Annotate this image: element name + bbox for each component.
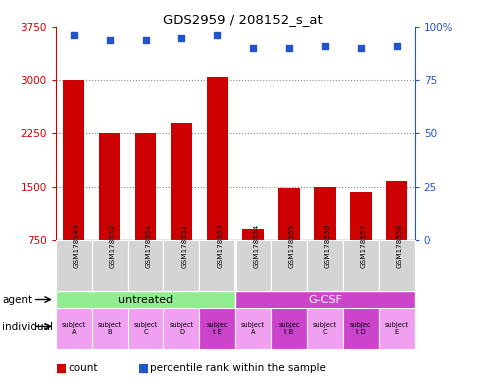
Bar: [63, 80, 84, 293]
Bar: [91, 308, 127, 349]
Bar: [306, 240, 342, 292]
Bar: [385, 181, 407, 293]
Text: subject
A: subject A: [61, 322, 86, 336]
Bar: [91, 240, 127, 292]
Text: subject
A: subject A: [241, 322, 265, 336]
Text: agent: agent: [2, 295, 32, 305]
Text: subject
B: subject B: [97, 322, 121, 336]
Text: ■: ■: [138, 361, 149, 374]
Bar: [127, 240, 163, 292]
Text: GSM178550: GSM178550: [109, 224, 115, 268]
Text: subject
E: subject E: [384, 322, 408, 336]
Bar: [56, 308, 91, 349]
Text: untreated: untreated: [118, 295, 173, 305]
Text: GSM178554: GSM178554: [253, 224, 258, 268]
Bar: [342, 308, 378, 349]
Text: subject
D: subject D: [169, 322, 193, 336]
Point: [106, 36, 113, 43]
Point: [177, 35, 185, 41]
Bar: [306, 308, 342, 349]
Bar: [127, 308, 163, 349]
Bar: [163, 240, 199, 292]
Text: GSM178558: GSM178558: [396, 224, 402, 268]
Text: subjec
t E: subjec t E: [206, 322, 227, 336]
Point: [249, 45, 257, 51]
Text: GSM178555: GSM178555: [288, 224, 294, 268]
Point: [392, 43, 400, 49]
Bar: [99, 134, 120, 293]
Text: percentile rank within the sample: percentile rank within the sample: [150, 363, 326, 373]
Text: individual: individual: [2, 322, 53, 332]
Bar: [278, 188, 299, 293]
Text: GSM178549: GSM178549: [74, 224, 79, 268]
Text: subject
C: subject C: [312, 322, 336, 336]
Text: ■: ■: [56, 361, 67, 374]
Point: [285, 45, 292, 51]
Bar: [235, 291, 414, 309]
Bar: [163, 308, 199, 349]
Point: [70, 32, 77, 38]
Bar: [56, 240, 91, 292]
Bar: [206, 76, 227, 293]
Text: GSM178556: GSM178556: [324, 224, 330, 268]
Bar: [271, 240, 306, 292]
Bar: [349, 192, 371, 293]
Text: subjec
t D: subjec t D: [349, 322, 371, 336]
Bar: [235, 308, 271, 349]
Bar: [342, 240, 378, 292]
Text: GDS2959 / 208152_s_at: GDS2959 / 208152_s_at: [162, 13, 322, 26]
Text: subjec
t B: subjec t B: [278, 322, 299, 336]
Bar: [199, 308, 235, 349]
Point: [356, 45, 364, 51]
Bar: [56, 291, 235, 309]
Text: GSM178557: GSM178557: [360, 224, 366, 268]
Point: [141, 36, 149, 43]
Text: count: count: [68, 363, 97, 373]
Bar: [378, 308, 414, 349]
Bar: [271, 308, 306, 349]
Text: GSM178551: GSM178551: [145, 224, 151, 268]
Bar: [378, 240, 414, 292]
Text: GSM178552: GSM178552: [181, 224, 187, 268]
Text: G-CSF: G-CSF: [307, 295, 341, 305]
Bar: [199, 240, 235, 292]
Point: [320, 43, 328, 49]
Text: subject
C: subject C: [133, 322, 157, 336]
Point: [213, 32, 221, 38]
Bar: [170, 123, 192, 293]
Bar: [314, 187, 335, 293]
Bar: [242, 229, 263, 293]
Bar: [235, 240, 271, 292]
Text: GSM178553: GSM178553: [217, 224, 223, 268]
Bar: [135, 134, 156, 293]
